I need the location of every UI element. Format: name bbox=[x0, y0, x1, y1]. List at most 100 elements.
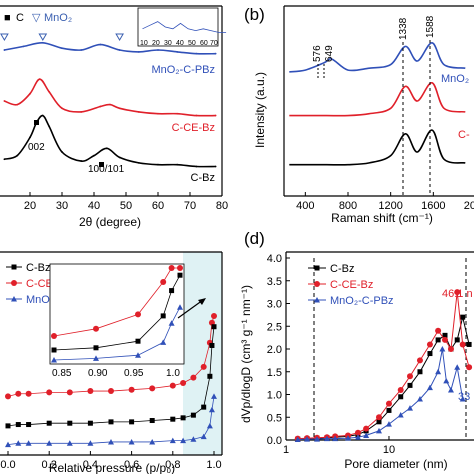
isotherm-point-c-ce-bz bbox=[169, 382, 176, 389]
inset-point-mno-c-pbz bbox=[177, 304, 183, 310]
panel-a-xrd: 20 30 40 50 60 70 80 ■ C ▽ MnO₂ 10 20 30 40 50… bbox=[0, 5, 228, 229]
pore-point-c-bz bbox=[442, 332, 448, 338]
raman-curve-c bbox=[289, 82, 466, 117]
xrd-point-c-bz bbox=[157, 163, 159, 166]
inset-point-mno-c-pbz bbox=[51, 357, 57, 363]
peak-label-649: 649 bbox=[324, 45, 335, 62]
panel-b-ylabel: Intensity (a.u.) bbox=[253, 72, 267, 148]
pore-point-c-ce-bz bbox=[406, 373, 413, 380]
panel-a-x-tick-label-30: 30 bbox=[56, 200, 68, 212]
shaded-region bbox=[183, 252, 222, 455]
isotherm-point-mno-c-pbz bbox=[46, 440, 53, 446]
inset-tick-095: 0.95 bbox=[124, 368, 144, 379]
inset-point-mno-c-pbz bbox=[135, 352, 141, 358]
isotherm-point-c-bz bbox=[190, 412, 196, 418]
xrd-point-c-bz bbox=[105, 147, 108, 150]
panel-a-legend: ■ C ▽ MnO₂ bbox=[4, 12, 72, 24]
isotherm-line-c-ce-bz bbox=[7, 315, 215, 397]
mno2-reflection-marker bbox=[115, 33, 124, 41]
inset-point-c-bz bbox=[160, 313, 166, 319]
xrd-point-c-bz bbox=[118, 156, 121, 159]
isotherm-point-mno-c-pbz bbox=[66, 440, 73, 446]
peak-label-1338: 1338 bbox=[398, 17, 409, 40]
inset-tick-085: 0.85 bbox=[52, 368, 72, 379]
panel-d-xlabel: Pore diameter (nm) bbox=[344, 457, 447, 471]
xrd-point-c-ce-bz bbox=[176, 112, 179, 115]
isotherm-point-c-ce-bz bbox=[46, 389, 53, 396]
pore-point-c-ce-bz bbox=[459, 341, 466, 348]
isotherm-point-mno-c-pbz bbox=[169, 437, 176, 444]
pore-point-c-ce-bz bbox=[447, 346, 454, 352]
pore-point-mno-c-pbz bbox=[304, 436, 311, 442]
isotherm-point-c-ce-bz bbox=[128, 386, 135, 393]
isotherm-point-c-bz bbox=[67, 420, 73, 426]
isotherm-point-c-ce-bz bbox=[66, 389, 73, 396]
xrd-point-c-bz bbox=[48, 125, 51, 128]
pore-point-c-bz bbox=[466, 341, 472, 347]
inset-tick-50: 50 bbox=[188, 40, 196, 47]
pore-point-mno-c-pbz bbox=[363, 432, 370, 438]
panel-b-x-tick-label-800: 800 bbox=[339, 200, 357, 212]
pore-point-mno-c-pbz bbox=[294, 436, 301, 443]
xrd-point-mno-c-pbz bbox=[3, 49, 6, 51]
panel-a-x-tick-label-20: 20 bbox=[24, 200, 36, 212]
pore-point-c-ce-bz bbox=[435, 327, 442, 334]
xrd-point-c-bz bbox=[16, 154, 19, 157]
xrd-point-mno-c-pbz bbox=[195, 52, 198, 55]
annotation-33nm: 33 bbox=[458, 391, 470, 403]
xrd-point-mno-c-pbz bbox=[22, 45, 25, 48]
panel-c-x-tick-label-0-6: 0.6 bbox=[124, 459, 139, 471]
isotherm-point-mno-c-pbz bbox=[180, 437, 187, 444]
inset-point-c-bz bbox=[177, 272, 183, 278]
pore-point-mno-c-pbz bbox=[344, 435, 351, 441]
pore-point-mno-c-pbz bbox=[443, 377, 450, 384]
panel-d-x-tick-label-1: 1 bbox=[283, 444, 289, 456]
panel-d-y-tick-label-1-0: 1.0 bbox=[267, 390, 282, 402]
inset-frame bbox=[137, 7, 219, 47]
peak-marker-100 bbox=[99, 162, 104, 167]
inset-tick-090: 0.90 bbox=[88, 368, 108, 379]
xrd-point-c-bz bbox=[137, 161, 140, 164]
panel-b-x-tick-label-400: 400 bbox=[296, 200, 314, 212]
xrd-point-mno-c-pbz bbox=[80, 49, 83, 51]
isotherm-point-c-ce-bz bbox=[200, 363, 207, 370]
raman-curve-mno bbox=[289, 42, 466, 73]
pore-point-c-ce-bz bbox=[454, 289, 461, 296]
isotherm-point-c-bz bbox=[170, 416, 176, 422]
pore-point-c-ce-bz bbox=[354, 429, 361, 436]
xrd-point-c-bz bbox=[41, 114, 44, 117]
raman-curve-c-bz bbox=[289, 129, 466, 166]
pore-point-mno-c-pbz bbox=[459, 396, 466, 402]
panel-d-legend: C-Bz C-CE-Bz MnO₂-C-PBz bbox=[308, 263, 394, 307]
panel-b-x-tick-label-1600: 1600 bbox=[421, 200, 445, 212]
pore-point-mno-c-pbz bbox=[375, 427, 382, 434]
xrd-point-c-ce-bz bbox=[137, 111, 140, 113]
panel-d-y-tick-label-2-5: 2.5 bbox=[267, 321, 282, 333]
mno2-reflection-marker bbox=[38, 33, 48, 41]
isotherm-point-c-ce-bz bbox=[208, 319, 215, 326]
panel-c-x-tick-label-0-4: 0.4 bbox=[83, 459, 98, 471]
isotherm-point-c-bz bbox=[26, 422, 32, 428]
peak-label-1588: 1588 bbox=[425, 15, 436, 38]
legend-c-label: C bbox=[16, 12, 24, 24]
xrd-point-c-ce-bz bbox=[157, 112, 159, 115]
pore-point-c-ce-bz bbox=[385, 400, 392, 407]
inset-tick-70: 70 bbox=[210, 40, 218, 47]
panel-a-x-tick-label-50: 50 bbox=[120, 200, 132, 212]
isotherm-point-c-bz bbox=[15, 422, 21, 428]
panel-d-ylabel: dVp/dlogD (cm³ g⁻¹ nm⁻¹) bbox=[239, 285, 253, 423]
panel-a-x-tick-label-40: 40 bbox=[88, 200, 100, 212]
panel-b-xlabel: Raman shift (cm⁻¹) bbox=[331, 211, 433, 225]
pore-point-c-bz bbox=[407, 382, 413, 388]
isotherm-point-c-bz bbox=[211, 324, 217, 330]
legend-mno2-label: MnO₂ bbox=[44, 12, 72, 24]
inset-point-c-ce-bz bbox=[51, 333, 57, 339]
panel-c-x-tick-label-0-0: 0.0 bbox=[0, 459, 15, 471]
inset-point-mno-c-pbz bbox=[168, 320, 175, 326]
isotherm-point-mno-c-pbz bbox=[5, 441, 11, 448]
isotherm-point-c-ce-bz bbox=[15, 390, 22, 397]
isotherm-point-c-bz bbox=[5, 423, 11, 429]
isotherm-point-c-ce-bz bbox=[25, 390, 32, 397]
xrd-point-mno-c-pbz bbox=[41, 41, 44, 44]
legend-c-bz: C-Bz bbox=[330, 263, 354, 275]
